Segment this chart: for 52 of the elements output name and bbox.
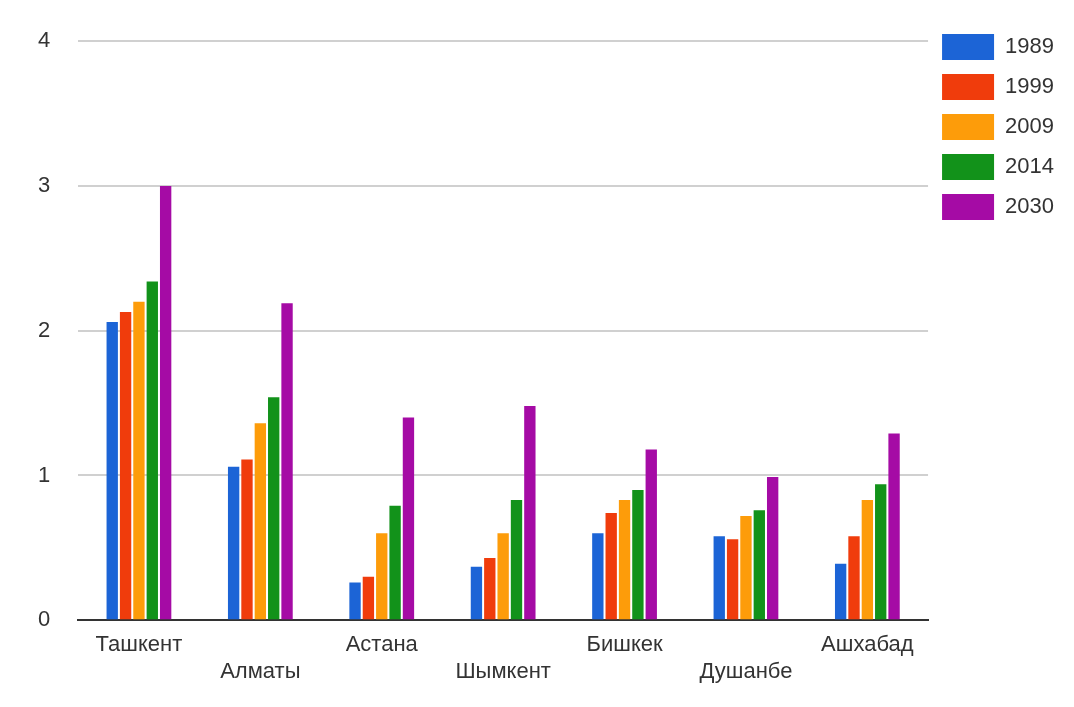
x-tick-label: Шымкент <box>455 657 551 683</box>
bar <box>618 500 631 620</box>
bar <box>848 536 860 620</box>
bar <box>119 311 132 620</box>
bar <box>484 557 496 620</box>
bar <box>349 582 361 620</box>
bar <box>510 500 523 620</box>
bar <box>632 489 644 620</box>
y-tick-label: 2 <box>37 316 51 342</box>
bar <box>241 459 253 620</box>
x-tick-label: Бишкек <box>586 631 663 657</box>
bar <box>834 563 847 620</box>
x-tick-label: Алматы <box>220 657 301 683</box>
y-tick-label: 1 <box>37 461 51 487</box>
bar <box>159 185 172 620</box>
bar <box>605 513 617 620</box>
bar <box>376 533 388 620</box>
legend-label: 2009 <box>1005 113 1055 139</box>
bar <box>268 397 280 620</box>
y-tick-label: 3 <box>37 172 51 198</box>
bar <box>713 536 725 620</box>
bar <box>227 466 240 620</box>
bar <box>740 515 752 620</box>
bar <box>726 539 739 620</box>
bar <box>389 505 401 620</box>
bar <box>645 449 657 620</box>
legend-label: 1989 <box>1005 33 1055 59</box>
bar <box>766 476 779 620</box>
legend-label: 2030 <box>1005 193 1055 219</box>
bar <box>875 484 887 620</box>
y-tick-label: 4 <box>37 27 51 53</box>
x-tick-label: Ашхабад <box>821 631 914 657</box>
legend-label: 2014 <box>1005 153 1055 179</box>
bar <box>133 301 145 620</box>
bar <box>362 576 375 620</box>
bar <box>861 500 874 620</box>
bar <box>470 566 483 620</box>
bar <box>281 303 293 620</box>
bar <box>497 533 509 620</box>
bar <box>254 423 267 620</box>
bar <box>753 510 765 620</box>
bar <box>888 433 900 620</box>
bar <box>146 281 158 620</box>
y-tick-label: 0 <box>37 606 51 632</box>
x-tick-label: Ташкент <box>95 631 183 657</box>
x-tick-label: Астана <box>345 631 419 657</box>
bar <box>106 322 118 620</box>
bar <box>592 533 604 620</box>
bar <box>402 417 415 620</box>
x-tick-label: Душанбе <box>699 657 793 683</box>
bar <box>524 405 536 620</box>
legend-label: 1999 <box>1005 73 1055 99</box>
